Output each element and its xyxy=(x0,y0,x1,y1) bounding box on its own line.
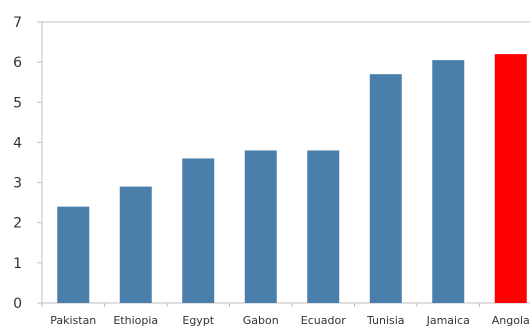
x-tick-label-gabon: Gabon xyxy=(243,314,279,327)
bar-ecuador xyxy=(307,150,340,303)
bar-pakistan xyxy=(57,206,90,303)
x-tick-label-ethiopia: Ethiopia xyxy=(113,314,158,327)
x-tick-label-ecuador: Ecuador xyxy=(301,314,346,327)
y-tick-label: 1 xyxy=(13,256,22,272)
y-tick-label: 2 xyxy=(13,216,22,232)
bar-tunisia xyxy=(369,74,402,303)
bars xyxy=(57,54,527,304)
bar-jamaica xyxy=(432,60,465,304)
y-tick-label: 6 xyxy=(13,55,22,71)
bar-ethiopia xyxy=(119,186,152,303)
bar-angola xyxy=(494,54,527,303)
y-axis: 0 1 2 3 4 5 6 7 xyxy=(13,15,42,312)
y-tick-label: 3 xyxy=(13,176,22,192)
x-axis: Pakistan Ethiopia Egypt Gabon Ecuador Tunisia… xyxy=(41,303,530,327)
y-tick-label: 7 xyxy=(13,15,22,31)
x-tick-label-tunisia: Tunisia xyxy=(366,314,405,327)
y-tick-label: 4 xyxy=(13,135,22,151)
y-tick-label: 0 xyxy=(13,296,22,312)
bar-egypt xyxy=(182,158,215,303)
x-tick-label-jamaica: Jamaica xyxy=(426,314,470,327)
y-tick-label: 5 xyxy=(13,95,22,111)
bar-gabon xyxy=(244,150,277,303)
x-tick-label-egypt: Egypt xyxy=(182,314,214,327)
x-tick-label-pakistan: Pakistan xyxy=(50,314,96,327)
x-tick-label-angola: Angola xyxy=(492,314,530,327)
